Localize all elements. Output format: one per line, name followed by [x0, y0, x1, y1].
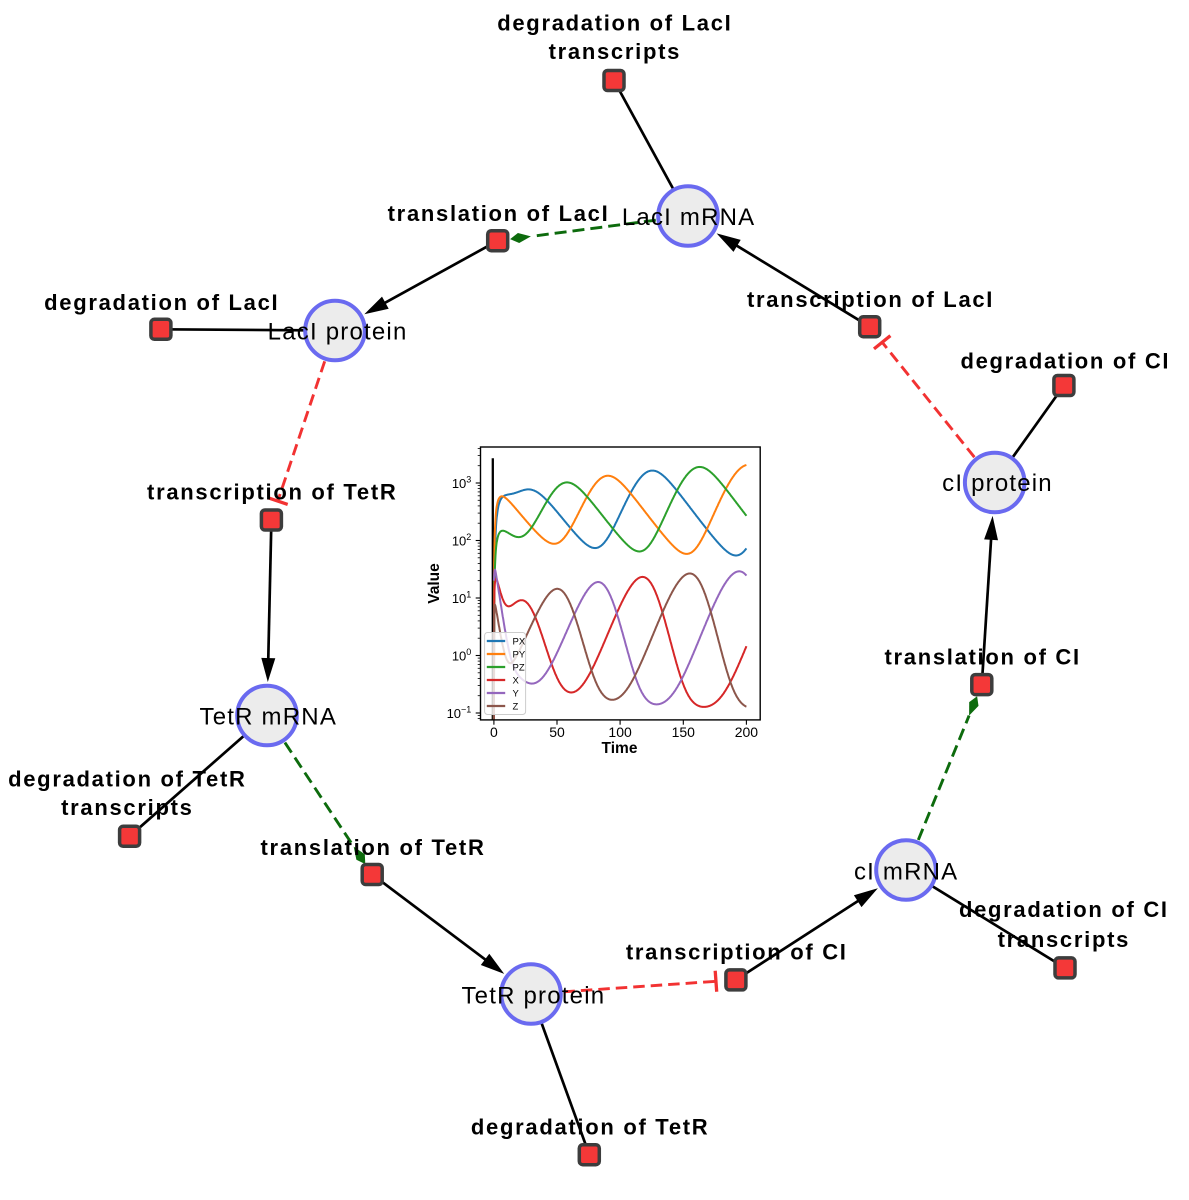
svg-text:degradation of LacI: degradation of LacI: [44, 290, 279, 315]
svg-text:translation of CI: translation of CI: [884, 645, 1080, 670]
svg-text:50: 50: [549, 724, 565, 740]
svg-text:translation of TetR: translation of TetR: [261, 835, 486, 860]
svg-text:Z: Z: [513, 702, 519, 713]
svg-text:150: 150: [672, 724, 696, 740]
svg-text:cI mRNA: cI mRNA: [854, 858, 958, 885]
svg-text:degradation of CI: degradation of CI: [959, 897, 1169, 922]
svg-text:Time: Time: [602, 740, 638, 757]
svg-text:cI protein: cI protein: [942, 470, 1053, 497]
svg-text:transcription of CI: transcription of CI: [626, 939, 848, 964]
svg-text:X: X: [513, 676, 520, 687]
svg-text:degradation of TetR: degradation of TetR: [8, 767, 246, 792]
svg-text:0: 0: [490, 724, 498, 740]
svg-text:transcripts: transcripts: [61, 795, 193, 820]
svg-text:translation of LacI: translation of LacI: [388, 201, 610, 226]
svg-text:200: 200: [735, 724, 759, 740]
svg-text:TetR mRNA: TetR mRNA: [200, 704, 337, 731]
svg-text:degradation of LacI: degradation of LacI: [497, 11, 732, 36]
svg-text:PY: PY: [513, 650, 526, 661]
svg-text:Y: Y: [513, 689, 520, 700]
svg-text:Value: Value: [426, 563, 443, 604]
svg-text:LacI mRNA: LacI mRNA: [622, 204, 756, 231]
svg-text:transcripts: transcripts: [998, 927, 1130, 952]
svg-text:degradation of CI: degradation of CI: [960, 348, 1170, 373]
svg-text:transcription of LacI: transcription of LacI: [747, 287, 994, 312]
svg-text:TetR protein: TetR protein: [461, 983, 605, 1010]
svg-text:LacI protein: LacI protein: [268, 319, 408, 346]
svg-text:100: 100: [608, 724, 632, 740]
svg-text:degradation of TetR: degradation of TetR: [471, 1114, 709, 1139]
svg-text:transcripts: transcripts: [549, 39, 681, 64]
svg-text:PZ: PZ: [513, 663, 525, 674]
svg-text:PX: PX: [513, 637, 526, 648]
svg-text:transcription of TetR: transcription of TetR: [147, 480, 397, 505]
